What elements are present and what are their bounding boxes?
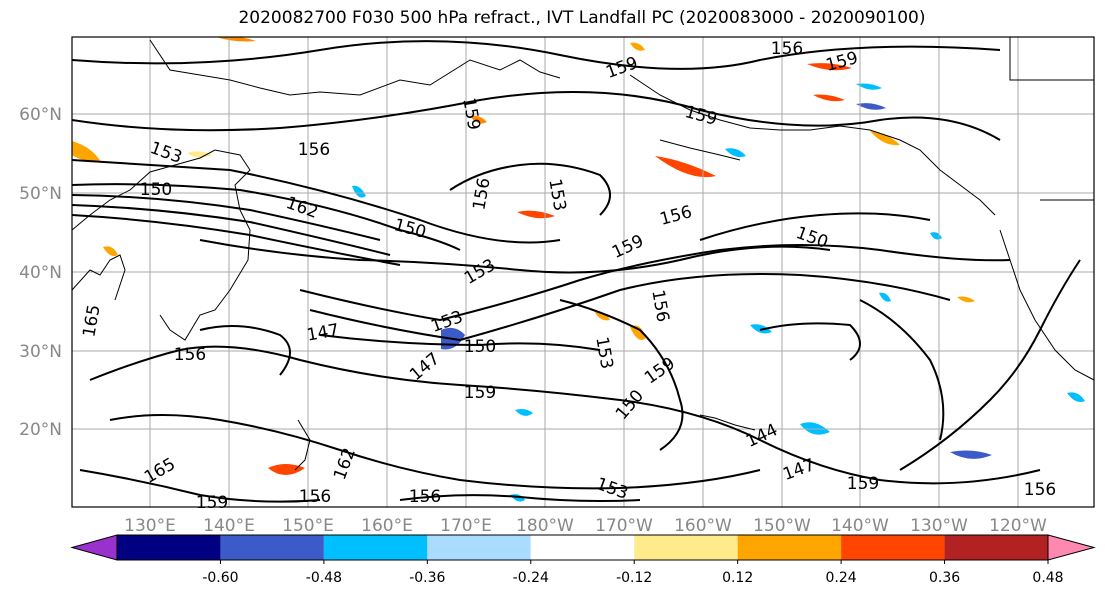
lon-tick-label: 140°W: [831, 516, 889, 536]
lon-tick-label: 170°E: [440, 516, 492, 536]
shaded-ivt-blobs: [72, 37, 1085, 502]
latitude-labels: 60°N 50°N 40°N 30°N 20°N: [19, 105, 62, 440]
colorbar-extend-low: [70, 534, 118, 561]
contour-value-label: 150: [140, 180, 172, 200]
longitude-labels: 130°E 140°E 150°E 160°E 170°E 180°W 170°W 160°W…: [124, 516, 1047, 536]
lat-tick-label: 30°N: [19, 342, 62, 362]
colorbar-swatch: [841, 535, 945, 560]
contour-value-label: 156: [298, 140, 330, 160]
colorbar-swatch: [427, 535, 531, 560]
colorbar-swatch: [944, 535, 1048, 560]
lon-tick-label: 120°W: [989, 516, 1047, 536]
coastlines: [72, 37, 1094, 471]
chart-title: 2020082700 F030 500 hPa refract., IVT La…: [238, 8, 926, 28]
lon-tick-label: 160°E: [361, 516, 413, 536]
contour-value-label: 156: [409, 487, 441, 507]
lat-tick-label: 50°N: [19, 184, 62, 204]
colorbar-tick-label: -0.60: [202, 570, 238, 586]
contour-value-label: 156: [771, 39, 803, 59]
contour-value-label: 156: [174, 345, 206, 365]
colorbar-tick-label: 0.24: [826, 570, 857, 586]
colorbar-tick-label: 0.36: [929, 570, 960, 586]
lon-tick-label: 180°W: [516, 516, 574, 536]
contour-value-label: 159: [196, 493, 228, 513]
lon-tick-label: 150°E: [282, 516, 334, 536]
colorbar: -0.60 -0.48 -0.36 -0.24 -0.12 0.12 0.24 0.36 0.4…: [70, 534, 1096, 586]
colorbar-tick-label: -0.48: [306, 570, 342, 586]
colorbar-swatch: [323, 535, 428, 560]
contour-value-label: 159: [464, 383, 496, 403]
contour-value-label: 159: [847, 474, 879, 494]
colorbar-swatch: [737, 535, 842, 560]
lon-tick-label: 130°W: [910, 516, 968, 536]
colorbar-frame: [116, 534, 1049, 561]
colorbar-tick-label: -0.36: [409, 570, 445, 586]
contour-value-label: 156: [1024, 480, 1056, 500]
lat-tick-label: 20°N: [19, 420, 62, 440]
colorbar-swatch: [117, 535, 221, 560]
refractivity-contours: [72, 40, 1081, 503]
lat-tick-label: 60°N: [19, 105, 62, 125]
contour-value-label: 150: [464, 337, 496, 357]
contour-value-label: 156: [299, 487, 331, 507]
lon-tick-label: 150°W: [753, 516, 811, 536]
lat-tick-label: 40°N: [19, 263, 62, 283]
colorbar-tick-label: -0.12: [616, 570, 652, 586]
colorbar-swatch: [530, 535, 635, 560]
colorbar-swatch: [220, 535, 324, 560]
colorbar-tick-label: 0.48: [1032, 570, 1063, 586]
colorbar-swatch: [634, 535, 738, 560]
lon-tick-label: 140°E: [203, 516, 255, 536]
lon-tick-label: 130°E: [124, 516, 176, 536]
colorbar-tick-label: 0.12: [722, 570, 753, 586]
map-frame: [71, 36, 1095, 508]
lon-tick-label: 170°W: [595, 516, 653, 536]
lon-tick-label: 160°W: [674, 516, 732, 536]
colorbar-tick-label: -0.24: [513, 570, 549, 586]
colorbar-extend-high: [1047, 534, 1096, 561]
